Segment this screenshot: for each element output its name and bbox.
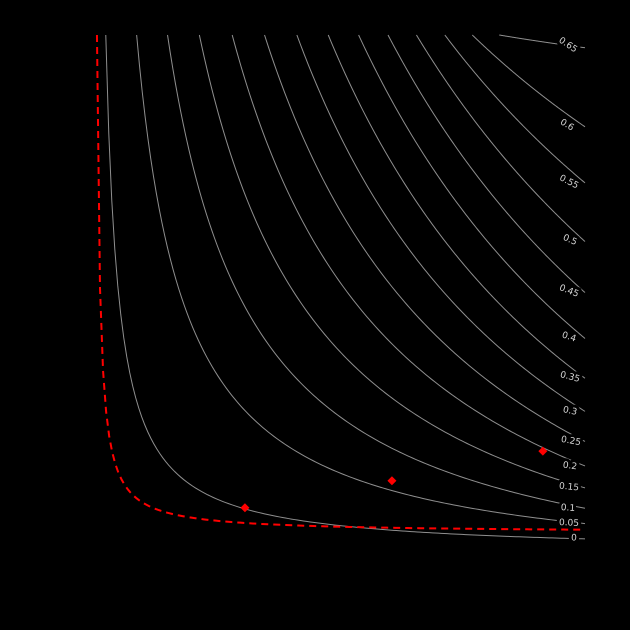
contour-line-0.15 [198, 34, 586, 489]
data-point-3 [538, 446, 548, 456]
contour-label-0: 0 [571, 533, 577, 543]
red-dashed-boundary-curve [95, 34, 586, 531]
contour-label-0.1: 0.1 [560, 503, 575, 514]
contour-line-0.4 [358, 34, 586, 339]
contour-line-0.25 [264, 34, 586, 442]
contour-line-0.05 [136, 34, 586, 525]
contour-line-0.3 [296, 34, 586, 412]
contour-line-0.45 [387, 34, 586, 293]
contour-line-0.35 [327, 34, 586, 379]
contour-line-0.5 [416, 34, 586, 242]
contour-label-0.2: 0.2 [562, 461, 578, 473]
contour-line-0.65 [499, 34, 586, 49]
contour-line-0.1 [167, 34, 586, 509]
data-point-2 [387, 476, 397, 486]
contour-line-0.6 [471, 34, 586, 128]
contour-label-0.15: 0.15 [558, 481, 579, 493]
data-point-1 [240, 503, 250, 513]
contour-line-0.55 [444, 34, 586, 184]
contour-line-0.2 [231, 34, 586, 467]
contour-label-0.05: 0.05 [559, 518, 580, 529]
